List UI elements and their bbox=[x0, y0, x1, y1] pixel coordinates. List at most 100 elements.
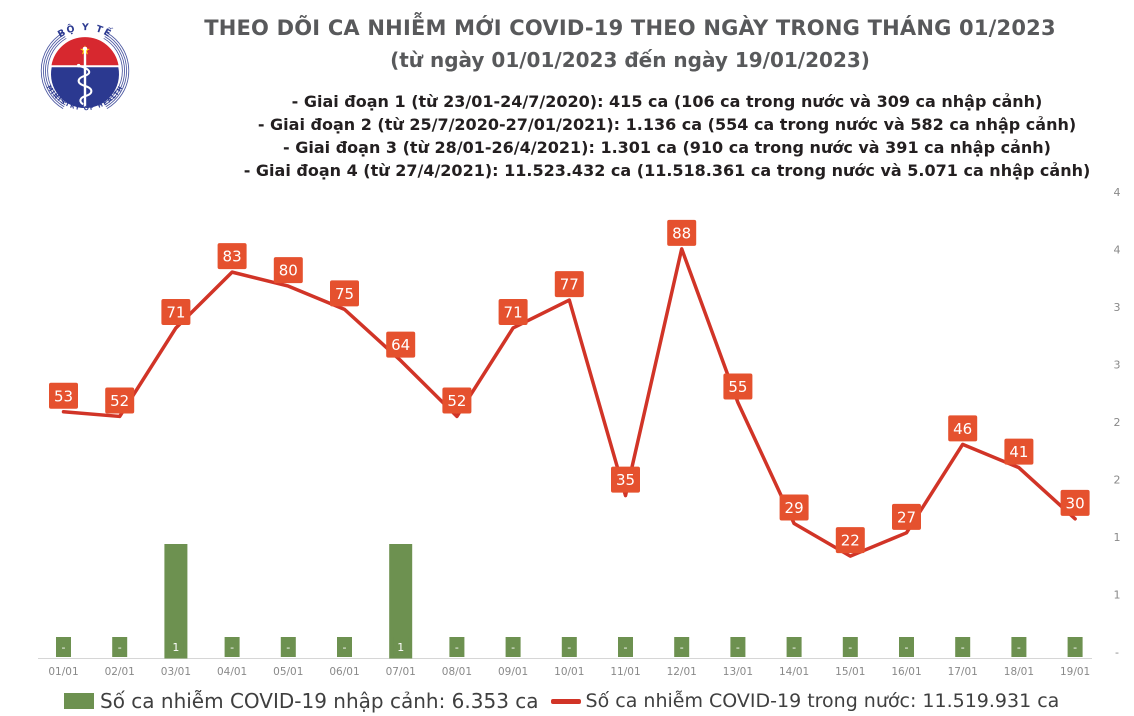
x-tick-label: 03/01 bbox=[161, 666, 191, 678]
bar-data-label: - bbox=[118, 641, 122, 654]
chart-header: THEO DÕI CA NHIỄM MỚI COVID-19 THEO NGÀY… bbox=[140, 16, 1120, 72]
bar-data-label-box bbox=[56, 637, 71, 657]
right-axis-tick-label: 4 bbox=[1114, 244, 1121, 257]
bar-data-label-box bbox=[899, 637, 914, 657]
x-tick-label: 18/01 bbox=[1004, 666, 1034, 678]
right-axis-tick-label: 1 bbox=[1114, 531, 1121, 544]
logo-side-arcs bbox=[40, 32, 130, 109]
line-data-label-box bbox=[723, 373, 753, 400]
bar-data-label: - bbox=[567, 641, 571, 654]
line-data-label-box bbox=[779, 494, 809, 521]
bar-data-label-box bbox=[786, 637, 802, 657]
bar-data-label-box bbox=[449, 637, 465, 657]
bar-data-label: - bbox=[680, 641, 684, 654]
line-data-label: 46 bbox=[953, 420, 972, 438]
x-tick-label: 14/01 bbox=[779, 666, 809, 678]
phase-1-line: - Giai đoạn 1 (từ 23/01-24/7/2020): 415 … bbox=[291, 92, 1043, 111]
bar-data-label: - bbox=[1073, 641, 1077, 654]
line-data-label-box bbox=[948, 415, 978, 442]
phase-4-line: - Giai đoạn 4 (từ 27/4/2021): 11.523.432… bbox=[243, 161, 1091, 180]
line-data-label-box bbox=[273, 257, 303, 284]
right-axis-tick-label: 2 bbox=[1114, 416, 1121, 429]
line-data-label-box bbox=[554, 271, 584, 298]
x-tick-label: 19/01 bbox=[1060, 666, 1090, 678]
bar-data-label: - bbox=[230, 641, 234, 654]
line-data-label: 77 bbox=[560, 276, 579, 294]
bar-data-label: - bbox=[1017, 641, 1021, 654]
phase-summary: - Giai đoạn 1 (từ 23/01-24/7/2020): 415 … bbox=[167, 90, 1134, 182]
line-data-label: 71 bbox=[166, 303, 185, 321]
imported-cases-legend-swatch bbox=[64, 693, 94, 709]
line-data-label-box bbox=[667, 219, 697, 246]
x-tick-label: 08/01 bbox=[442, 666, 472, 678]
line-data-label: 71 bbox=[504, 303, 523, 321]
bar-data-label-box bbox=[112, 637, 128, 657]
ministry-of-health-logo: ★ BỘ Y TẾ MINISTRY OF HEALTH bbox=[34, 12, 136, 126]
right-axis-tick-label: 3 bbox=[1114, 301, 1121, 314]
bar-data-label-box bbox=[618, 637, 633, 657]
right-axis-tick-label: 3 bbox=[1114, 359, 1121, 372]
line-data-label-box bbox=[498, 298, 528, 325]
bar-data-label-box bbox=[561, 637, 577, 657]
asclepius-staff-icon bbox=[76, 46, 93, 108]
line-data-label-box bbox=[835, 527, 865, 554]
line-data-label-box bbox=[330, 280, 359, 307]
line-data-label: 35 bbox=[616, 471, 635, 489]
bar-data-label: - bbox=[905, 641, 909, 654]
line-data-label: 64 bbox=[391, 336, 410, 354]
bar-data-label-box bbox=[1011, 637, 1027, 657]
bar-data-label: - bbox=[792, 641, 796, 654]
domestic-cases-legend-swatch bbox=[550, 698, 581, 704]
x-tick-label: 12/01 bbox=[667, 666, 697, 678]
line-data-label: 53 bbox=[54, 387, 73, 405]
line-data-label: 52 bbox=[447, 392, 466, 410]
bar-data-label-box bbox=[955, 637, 971, 657]
bar bbox=[164, 544, 188, 659]
phase-2-line: - Giai đoạn 2 (từ 25/7/2020-27/01/2021):… bbox=[257, 115, 1077, 134]
domestic-cases-legend-label: Số ca nhiễm COVID-19 trong nước: 11.519.… bbox=[585, 690, 1060, 712]
right-axis-tick-label: 1 bbox=[1114, 589, 1121, 602]
bar-data-label-box bbox=[280, 637, 296, 657]
line-data-label: 22 bbox=[841, 532, 860, 550]
chart-legend: Số ca nhiễm COVID-19 nhập cảnh: 6.353 ca… bbox=[64, 687, 1124, 715]
bar-data-label: - bbox=[62, 641, 66, 654]
line-data-label-box bbox=[105, 387, 135, 414]
line-data-label: 30 bbox=[1066, 494, 1085, 512]
bar-data-label-box bbox=[505, 637, 521, 657]
bar-data-label-box bbox=[224, 637, 240, 657]
x-tick-label: 01/01 bbox=[48, 666, 78, 678]
line-data-label: 80 bbox=[279, 262, 298, 280]
x-tick-label: 06/01 bbox=[329, 666, 359, 678]
bar-data-label: - bbox=[961, 641, 965, 654]
x-tick-label: 02/01 bbox=[105, 666, 135, 678]
bar-data-label: 1 bbox=[172, 641, 179, 654]
bar-data-label-box bbox=[1067, 637, 1083, 657]
bar-data-label-box bbox=[730, 637, 746, 657]
page-title: THEO DÕI CA NHIỄM MỚI COVID-19 THEO NGÀY… bbox=[204, 16, 1056, 40]
bar-data-label: - bbox=[624, 641, 628, 654]
x-tick-label: 17/01 bbox=[948, 666, 978, 678]
line-data-label: 27 bbox=[897, 508, 916, 526]
bar-data-label-box bbox=[842, 637, 858, 657]
line-data-label: 88 bbox=[672, 224, 691, 242]
bar-data-label-box bbox=[337, 637, 352, 657]
line-data-label-box bbox=[161, 298, 191, 325]
bar-data-label: - bbox=[455, 641, 459, 654]
imported-cases-legend-label: Số ca nhiễm COVID-19 nhập cảnh: 6.353 ca bbox=[100, 689, 539, 713]
x-tick-label: 11/01 bbox=[610, 666, 640, 678]
logo-svg: ★ BỘ Y TẾ MINISTRY OF HEALTH bbox=[40, 22, 130, 112]
right-axis-tick-label: - bbox=[1115, 646, 1119, 659]
line-data-label-box bbox=[611, 466, 640, 493]
line-data-label: 83 bbox=[223, 248, 242, 266]
line-data-label-box bbox=[49, 382, 78, 409]
bar-data-label-box bbox=[393, 637, 409, 657]
line-data-label-box bbox=[442, 387, 472, 414]
bar-data-label: 1 bbox=[397, 641, 404, 654]
x-tick-label: 13/01 bbox=[723, 666, 753, 678]
bar-data-label: - bbox=[286, 641, 290, 654]
x-tick-label: 10/01 bbox=[554, 666, 584, 678]
bar-data-label: - bbox=[736, 641, 740, 654]
x-tick-label: 07/01 bbox=[386, 666, 416, 678]
bar-data-label: - bbox=[848, 641, 852, 654]
line-data-label: 29 bbox=[785, 499, 804, 517]
